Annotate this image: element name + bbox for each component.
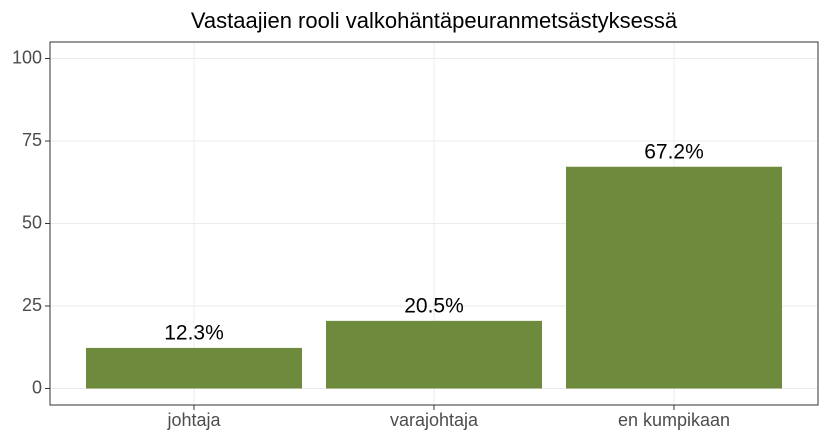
y-tick-label: 0 <box>32 377 42 397</box>
value-label: 20.5% <box>404 294 464 317</box>
chart-title: Vastaajien rooli valkohäntäpeuranmetsäst… <box>191 8 678 33</box>
x-tick-label: johtaja <box>166 410 221 430</box>
bar <box>86 347 302 389</box>
x-tick-label: en kumpikaan <box>618 410 730 430</box>
value-label: 12.3% <box>164 321 224 344</box>
value-label: 67.2% <box>644 140 704 163</box>
y-tick-label: 25 <box>22 295 42 315</box>
y-tick-label: 50 <box>22 212 42 232</box>
y-tick-label: 100 <box>12 47 42 67</box>
x-tick-label: varajohtaja <box>390 410 479 430</box>
panel-border <box>49 41 819 406</box>
bar <box>326 320 542 389</box>
bar <box>566 166 782 389</box>
y-tick-label: 75 <box>22 130 42 150</box>
